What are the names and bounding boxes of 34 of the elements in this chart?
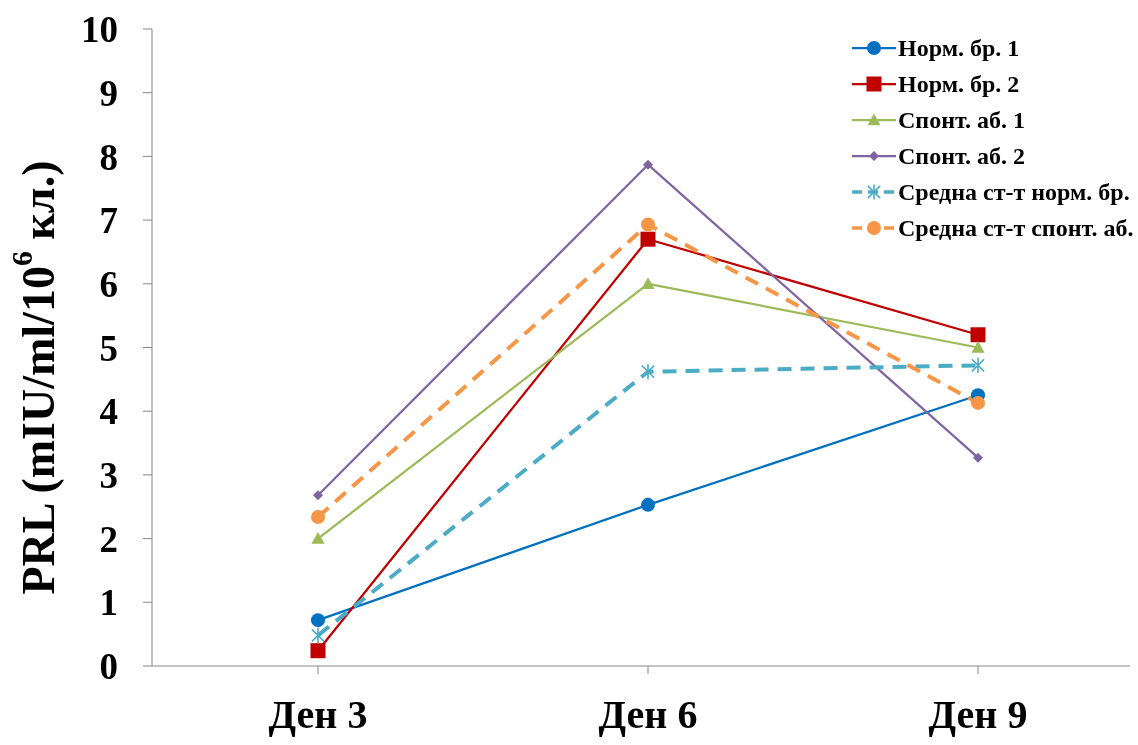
y-tick-label: 7	[99, 200, 118, 242]
x-tick-label: Ден 9	[928, 692, 1028, 738]
y-tick-label: 3	[99, 455, 118, 497]
y-tick-label: 4	[99, 391, 118, 433]
y-tick-label: 8	[99, 136, 118, 178]
point	[973, 452, 983, 463]
legend-label: Спонт. аб. 2	[898, 142, 1025, 170]
y-tick-label: 2	[99, 518, 118, 560]
point	[641, 277, 655, 289]
y-tick-label: 0	[99, 646, 118, 688]
y-tick-label: 6	[99, 263, 118, 305]
y-tick-label: 10	[81, 9, 118, 51]
legend-label: Средна ст-т норм. бр.	[898, 178, 1130, 206]
point	[970, 327, 986, 343]
point	[313, 490, 323, 501]
point	[971, 341, 985, 353]
y-tick-label: 5	[99, 327, 118, 369]
legend-label: Средна ст-т спонт. аб.	[898, 214, 1134, 242]
x-tick-label: Ден 3	[268, 692, 368, 738]
x-tick-label: Ден 6	[598, 692, 698, 738]
point	[641, 217, 655, 232]
point	[971, 395, 985, 410]
point	[310, 643, 326, 659]
point	[643, 159, 653, 170]
legend-label: Норм. бр. 1	[898, 34, 1020, 62]
legend-label: Норм. бр. 2	[898, 70, 1020, 98]
point	[311, 532, 325, 544]
legend-label: Спонт. аб. 1	[898, 106, 1025, 134]
y-tick-label: 1	[99, 582, 118, 624]
point	[311, 509, 325, 524]
y-tick-label: 9	[99, 72, 118, 114]
point	[640, 231, 656, 247]
point	[311, 613, 325, 628]
point	[641, 497, 655, 512]
